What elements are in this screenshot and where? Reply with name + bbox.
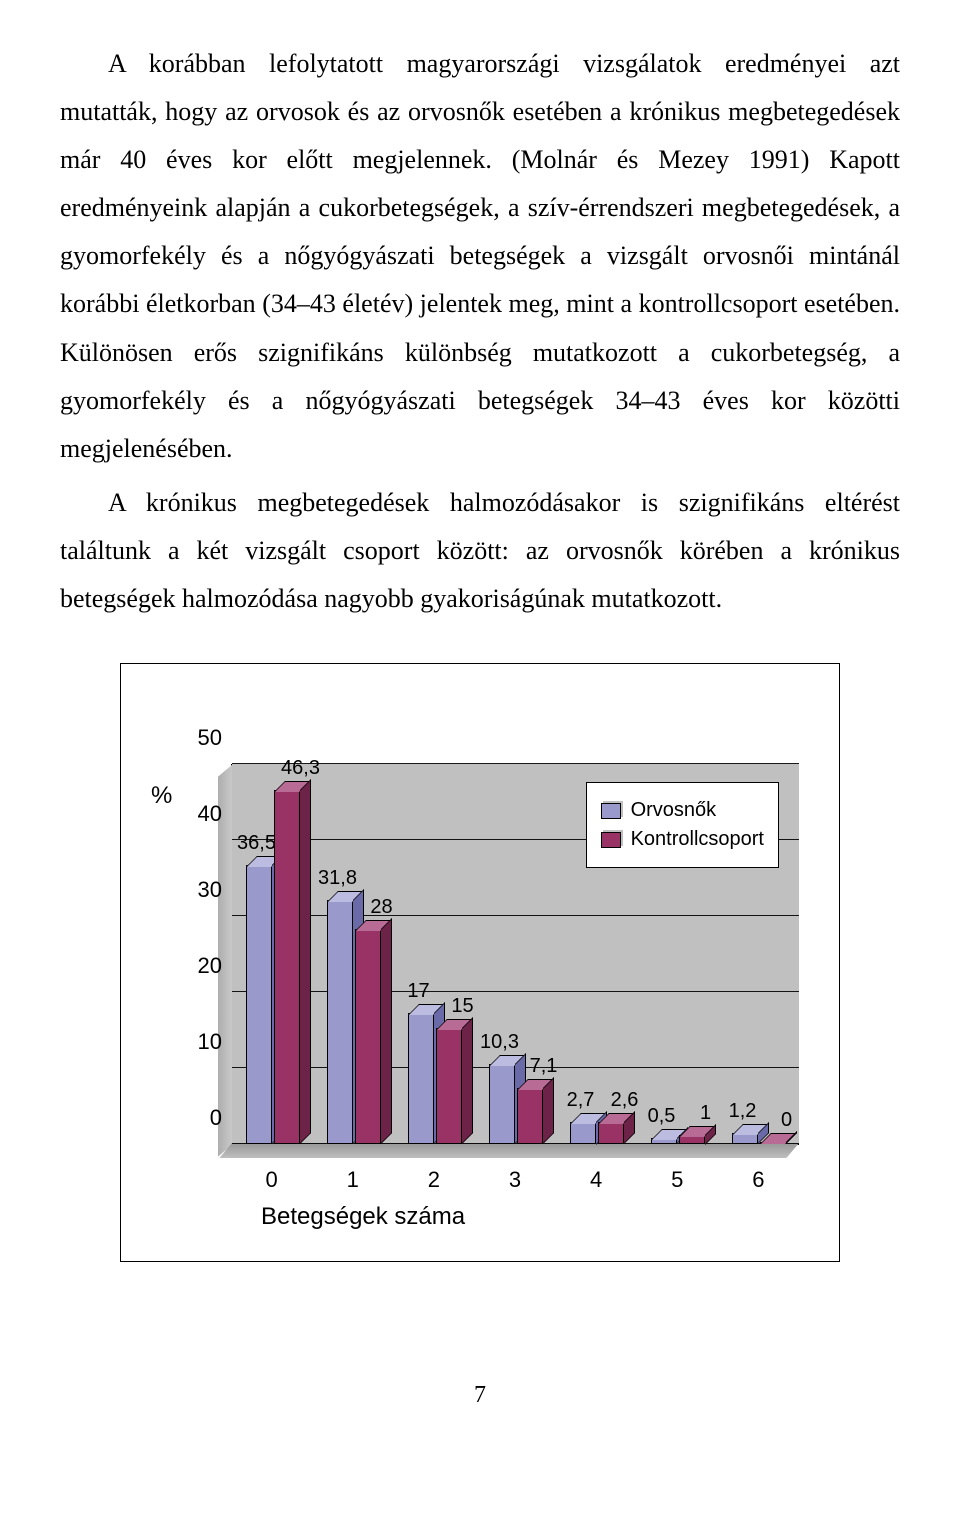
bar-series-2: 7,1 xyxy=(517,764,543,1144)
bar-value-label: 10,3 xyxy=(480,1031,519,1054)
x-tick-label: 3 xyxy=(474,1167,555,1193)
y-tick-label: 20 xyxy=(182,953,222,979)
y-tick-label: 40 xyxy=(182,801,222,827)
x-tick-label: 1 xyxy=(312,1167,393,1193)
bar-group: 31,828 xyxy=(313,764,394,1144)
bar-series-2: 28 xyxy=(355,764,381,1144)
bar-series-2: 15 xyxy=(436,764,462,1144)
y-tick-label: 30 xyxy=(182,877,222,903)
bar-value-label: 1,2 xyxy=(729,1100,757,1123)
x-axis-title: Betegségek száma xyxy=(261,1203,809,1231)
bar-series-1: 10,3 xyxy=(489,764,515,1144)
x-tick-label: 0 xyxy=(231,1167,312,1193)
bar-value-label: 2,7 xyxy=(567,1089,595,1112)
bar-value-label: 15 xyxy=(451,995,473,1018)
bar-series-1: 31,8 xyxy=(327,764,353,1144)
legend-item: Kontrollcsoport xyxy=(601,828,764,851)
x-tick-label: 6 xyxy=(718,1167,799,1193)
legend-swatch-2 xyxy=(601,832,621,848)
chart-container: % Orvosnők Kontrollcsoport xyxy=(120,663,840,1262)
chart-legend: Orvosnők Kontrollcsoport xyxy=(586,782,779,868)
page-number: 7 xyxy=(60,1382,900,1409)
x-tick-label: 2 xyxy=(393,1167,474,1193)
legend-swatch-1 xyxy=(601,803,621,819)
bar-group: 36,546,3 xyxy=(232,764,313,1144)
bar-group: 1715 xyxy=(394,764,475,1144)
chart-3d-floor-panel xyxy=(219,1143,799,1158)
bar-value-label: 2,6 xyxy=(611,1089,639,1112)
bar-group: 10,37,1 xyxy=(475,764,556,1144)
bar-value-label: 28 xyxy=(370,896,392,919)
legend-item: Orvosnők xyxy=(601,799,764,822)
chart-plot-area: Orvosnők Kontrollcsoport 0102030405036,5… xyxy=(231,764,799,1145)
bar-value-label: 7,1 xyxy=(530,1055,558,1078)
y-tick-label: 10 xyxy=(182,1029,222,1055)
bar-value-label: 0,5 xyxy=(648,1105,676,1128)
bar-value-label: 1 xyxy=(700,1102,711,1125)
y-axis-label: % xyxy=(151,764,181,810)
paragraph-2: A krónikus megbetegedések halmozódásakor… xyxy=(60,479,900,623)
y-tick-label: 0 xyxy=(182,1105,222,1131)
document-page: A korábban lefolytatott magyarországi vi… xyxy=(0,0,960,1429)
x-tick-label: 4 xyxy=(556,1167,637,1193)
x-axis: 0123456 xyxy=(231,1167,799,1193)
bar-series-1: 36,5 xyxy=(246,764,272,1144)
bar-value-label: 36,5 xyxy=(237,832,276,855)
legend-label-2: Kontrollcsoport xyxy=(631,828,764,851)
x-tick-label: 5 xyxy=(637,1167,718,1193)
bar-series-1: 17 xyxy=(408,764,434,1144)
paragraph-1: A korábban lefolytatott magyarországi vi… xyxy=(60,40,900,473)
bar-value-label: 17 xyxy=(407,980,429,1003)
bar-value-label: 31,8 xyxy=(318,867,357,890)
bar-series-2: 46,3 xyxy=(274,764,300,1144)
y-tick-label: 50 xyxy=(182,725,222,751)
bar-value-label: 0 xyxy=(781,1109,792,1132)
legend-label-1: Orvosnők xyxy=(631,799,717,822)
